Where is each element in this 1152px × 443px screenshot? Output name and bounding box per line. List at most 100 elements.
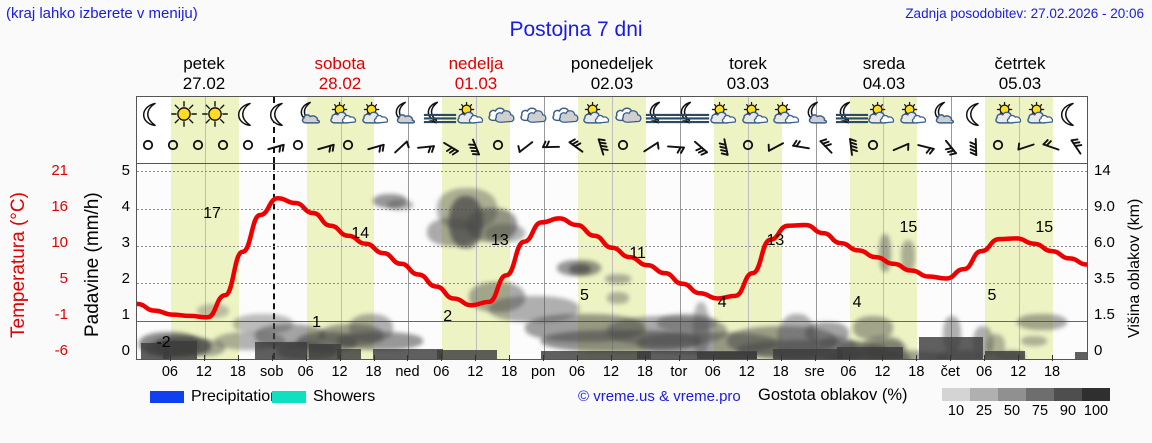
weather-icon-moon-rain [423,100,456,132]
x-tick-label: 12 [195,364,212,380]
temperature-tick: 10 [51,234,68,251]
wind-barb [790,137,812,157]
x-tick-mark [475,355,477,361]
wind-barb [340,137,356,153]
wind-barb [840,137,862,157]
cloud-density-blob [373,194,407,208]
wind-barb [365,137,387,157]
weather-icon-cloud [550,100,580,132]
x-tick-label: 06 [568,364,586,380]
cloud-density-blob [467,208,517,242]
x-tick-label: 06 [433,364,450,380]
cloud-density-scale [942,388,1110,401]
horizontal-gridline-5 [137,171,1087,173]
x-tick-mark [1052,355,1054,361]
cloud-density-tick: 50 [1003,403,1021,419]
day-separator-1 [272,97,275,163]
midday-gridline-4 [747,164,749,359]
x-tick-mark [169,355,171,361]
day-name: petek [183,54,225,73]
day-name: ponedeljek [570,54,654,73]
last-update-label: Zadnja posodobitev: 27.02.2026 - 20:06 [905,6,1144,21]
precipitation-bar [837,347,903,359]
weather-icon-sun-cloud [328,100,358,132]
cloud-density-tick: 75 [1031,403,1049,419]
weather-icon-sun-cloud [1025,100,1055,132]
chart-legend: Precipitation Showers © vreme.us & vreme… [136,386,1146,436]
midday-gridline-4 [747,97,749,163]
weather-icon-moon [233,100,263,132]
midday-gridline-3 [612,97,613,163]
precipitation-bar [1075,352,1087,359]
midday-gridline-5 [883,97,885,163]
temperature-tick: -6 [54,342,68,359]
cloud-density-tick: 25 [975,403,993,419]
x-tick-label: 18 [1043,364,1061,380]
weather-icon-sun-cloud [993,100,1023,132]
precipitation-axis-title: Padavine (mm/h) [82,192,103,338]
temperature-tick: 21 [51,162,68,179]
day-name: sobota [314,54,366,73]
day-separator-2 [408,164,410,359]
precipitation-tick: 3 [121,234,130,251]
temperature-tick: -1 [54,306,68,323]
cloud-density-blob [427,218,477,246]
x-tick-mark [577,355,579,361]
weather-icon-sun-cloud [740,100,770,132]
wind-barb [615,137,631,153]
legend-precipitation: Precipitation [150,388,279,406]
midday-gridline-3 [612,164,613,359]
wind-barb [165,137,181,153]
x-tick-label: 12 [738,364,755,380]
wind-barb [240,137,256,153]
precipitation-bar [541,351,651,359]
x-tick-label: čet [940,364,960,380]
cloud-density-swatch-4 [1054,388,1082,401]
wind-barb [640,137,662,157]
x-axis-tick-labels: 06 12 18 sob 06 12 18 ned 06 12 18 pon 06 12 18 tor 06 12… [136,355,1088,382]
cloud-density-blob [387,200,413,210]
day-separator-3 [544,97,546,163]
cloud-height-tick: 14 [1094,162,1111,179]
cloud-density-swatch-0 [942,388,970,401]
x-tick-label: sob [260,364,284,380]
temperature-axis-title: Temperatura (°C) [8,192,29,338]
day-separator-2 [408,97,410,163]
temperature-value-label: 2 [443,307,453,325]
day-date: 05.03 [998,74,1042,93]
temperature-tick: 16 [51,198,68,215]
precipitation-swatch [150,391,184,403]
day-header-1: sobota 28.02 [272,54,408,94]
daylight-band-6 [985,164,1054,359]
wind-barb [940,137,962,157]
cloud-density-tick: 100 [1083,403,1109,419]
cloud-height-tick: 1.5 [1094,306,1115,323]
temperature-value-label: 11 [629,245,646,263]
day-header-5: sreda 04.03 [816,54,952,94]
legend-showers: Showers [272,388,375,406]
wind-barb [440,137,462,157]
weather-icon-sun-cloud [360,100,390,132]
x-tick-mark [339,355,341,361]
cloud-height-tick: 0 [1094,342,1103,359]
precipitation-tick: 0 [121,342,130,359]
x-tick-label: pon [531,364,556,380]
midday-gridline-2 [476,164,478,359]
wind-barb [1015,137,1037,157]
wind-barb [390,137,412,157]
copyright-label[interactable]: © vreme.us & vreme.pro [578,388,741,405]
wind-barb [665,137,687,157]
wind-barb [990,137,1006,153]
x-tick-mark [237,355,239,361]
midday-gridline-0 [204,97,206,163]
legend-precipitation-label: Precipitation [191,388,280,405]
cloud-density-blob [1017,314,1067,330]
wind-barb [415,137,437,157]
wind-barb [515,137,537,157]
weather-icon-moon [961,100,991,132]
weather-icon-moon-cloud [930,100,960,132]
weather-icon-moon [1056,100,1086,132]
weather-icon-sun-cloud [708,100,738,132]
weather-icon-cloud [613,100,643,132]
precipitation-bar [141,343,169,359]
